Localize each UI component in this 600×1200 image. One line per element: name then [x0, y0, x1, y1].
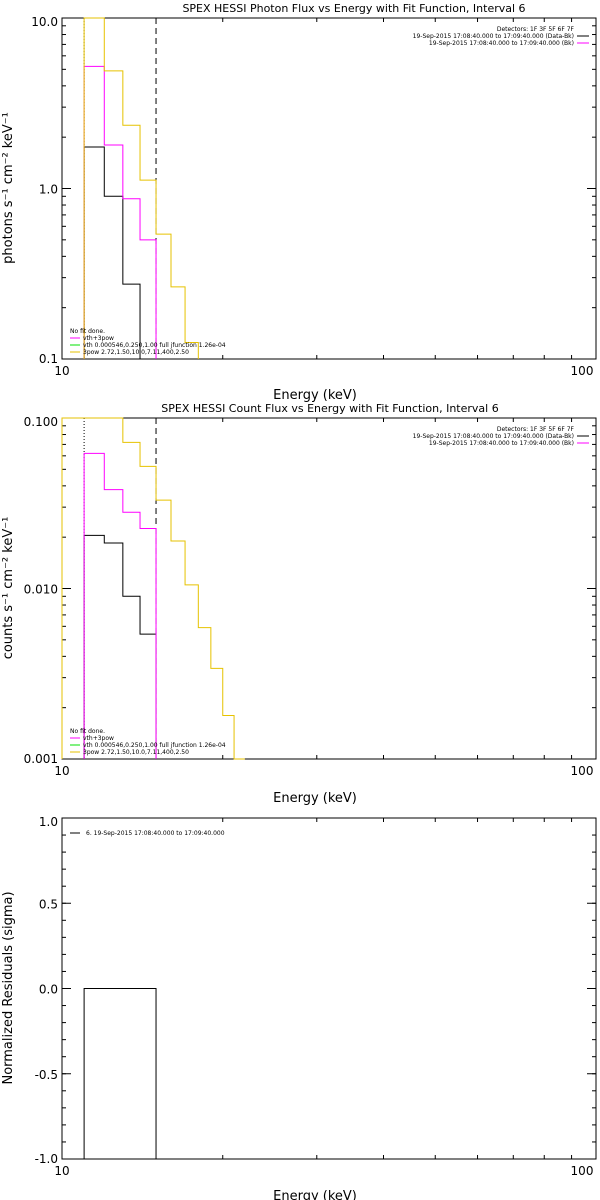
plot-area: 10 100 -1.0 -0.5 0.0 0.5 1.0	[35, 815, 597, 1178]
info-line: Detectors: 1F 3F 5F 6F 7F	[497, 426, 575, 433]
y-tick-label: 1.0	[39, 815, 58, 829]
info-line: 19-Sep-2015 17:08:40.000 to 17:09:40.000…	[413, 33, 574, 40]
fit-note: vth 0.000546,0.250,1.00 full jfunction 1…	[83, 342, 226, 349]
y-tick-label: 0.100	[24, 415, 58, 429]
detector-info: Detectors: 1F 3F 5F 6F 7F 19-Sep-2015 17…	[413, 26, 589, 47]
x-tick-label: 100	[571, 364, 594, 378]
chart-title: SPEX HESSI Count Flux vs Energy with Fit…	[161, 402, 498, 415]
x-tick-label: 100	[571, 764, 594, 778]
series-line	[61, 417, 245, 760]
series-line	[83, 988, 157, 1159]
info-line: Detectors: 1F 3F 5F 6F 7F	[497, 26, 575, 33]
fit-note: vth+3pow	[83, 335, 114, 342]
fit-note: vth+3pow	[83, 735, 114, 742]
y-tick-label: -0.5	[35, 1068, 58, 1082]
y-tick-label: 0.1	[39, 352, 58, 366]
series-line	[83, 65, 157, 359]
residuals-panel: Energy (keV) Normalized Residuals (sigma…	[1, 815, 597, 1200]
info-line: 19-Sep-2015 17:08:40.000 to 17:09:40.000…	[413, 433, 574, 440]
y-tick-label: 0.001	[24, 752, 58, 766]
residual-legend: 6. 19-Sep-2015 17:08:40.000 to 17:09:40.…	[70, 830, 225, 837]
x-axis-label: Energy (keV)	[273, 791, 357, 806]
y-axis-label: photons s⁻¹ cm⁻² keV⁻¹	[1, 112, 16, 264]
x-tick-label: 100	[571, 1164, 594, 1178]
info-line: 19-Sep-2015 17:08:40.000 to 17:09:40.000…	[429, 440, 574, 447]
y-tick-label: 10.0	[31, 15, 58, 29]
y-tick-label: 0.0	[39, 983, 58, 997]
fit-note: No fit done.	[70, 728, 105, 735]
plot-area: 10 100 0.1 1.0 10.0	[31, 15, 597, 378]
chart-title: SPEX HESSI Photon Flux vs Energy with Fi…	[182, 2, 525, 15]
x-tick-label: 10	[54, 764, 69, 778]
fit-note: vth 0.000546,0.250,1.00 full jfunction 1…	[83, 742, 226, 749]
fit-note: 3pow 2.72,1.50,10.0,7.11,400,2.50	[83, 749, 189, 756]
y-axis-label: counts s⁻¹ cm⁻² keV⁻¹	[1, 517, 16, 660]
x-axis-label: Energy (keV)	[273, 1189, 357, 1200]
x-axis-label: Energy (keV)	[273, 388, 357, 403]
y-tick-label: -1.0	[35, 1152, 58, 1166]
series-line	[83, 452, 157, 759]
legend-label: 6. 19-Sep-2015 17:08:40.000 to 17:09:40.…	[86, 830, 225, 837]
fit-note: No fit done.	[70, 328, 105, 335]
fit-notes: No fit done. vth+3pow vth 0.000546,0.250…	[70, 728, 226, 756]
plot-area: 10 100 0.001 0.010 0.100	[24, 415, 597, 778]
y-tick-label: 1.0	[39, 183, 58, 197]
info-line: 19-Sep-2015 17:08:40.000 to 17:09:40.000…	[429, 40, 574, 47]
y-tick-label: 0.5	[39, 897, 58, 911]
x-tick-label: 10	[54, 1164, 69, 1178]
series-line	[83, 534, 157, 759]
series-line	[83, 17, 199, 359]
fit-note: 3pow 2.72,1.50,10.0,7.11,400,2.50	[83, 349, 189, 356]
fit-notes: No fit done. vth+3pow vth 0.000546,0.250…	[70, 328, 226, 356]
y-axis-label: Normalized Residuals (sigma)	[1, 891, 16, 1084]
y-tick-label: 0.010	[24, 583, 58, 597]
count-flux-panel: SPEX HESSI Count Flux vs Energy with Fit…	[1, 402, 597, 806]
photon-flux-panel: SPEX HESSI Photon Flux vs Energy with Fi…	[1, 2, 597, 403]
x-tick-label: 10	[54, 364, 69, 378]
detector-info: Detectors: 1F 3F 5F 6F 7F 19-Sep-2015 17…	[413, 426, 589, 447]
